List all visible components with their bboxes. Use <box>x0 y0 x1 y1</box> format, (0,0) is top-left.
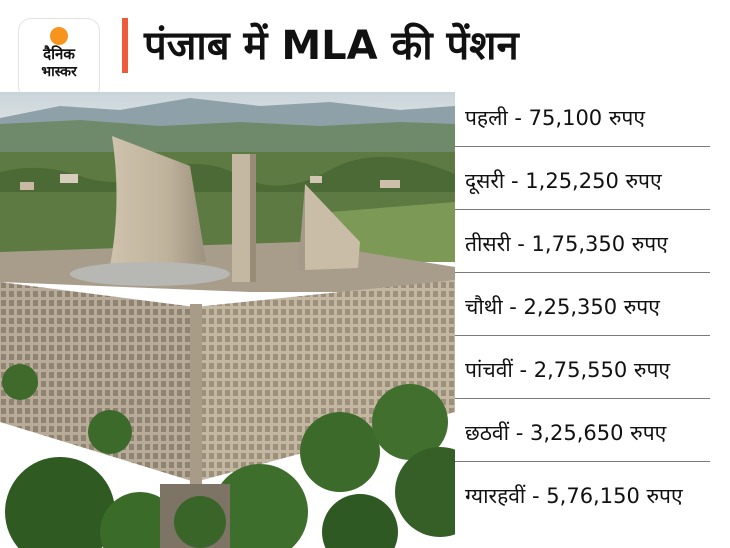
list-item: पहली - 75,100 रुपए <box>455 92 717 155</box>
logo-line-2: भास्कर <box>41 64 77 80</box>
divider <box>455 335 710 336</box>
list-item: तीसरी - 1,75,350 रुपए <box>455 218 717 281</box>
divider <box>455 146 710 147</box>
logo-line-1: दैनिक <box>43 45 75 63</box>
pension-term-1: पहली - 75,100 रुपए <box>465 106 645 130</box>
dainik-bhaskar-logo: दैनिक भास्कर <box>19 19 99 99</box>
list-item: पांचवीं - 2,75,550 रुपए <box>455 344 717 407</box>
assembly-building-photo <box>0 92 455 548</box>
list-item: छठवीं - 3,25,650 रुपए <box>455 407 717 470</box>
list-item: ग्यारहवीं - 5,76,150 रुपए <box>455 470 717 533</box>
divider <box>455 461 710 462</box>
divider <box>455 209 710 210</box>
sun-icon <box>50 27 68 45</box>
pension-term-2: दूसरी - 1,25,250 रुपए <box>465 169 662 193</box>
pension-list: पहली - 75,100 रुपए दूसरी - 1,25,250 रुपए… <box>455 92 730 548</box>
header: दैनिक भास्कर पंजाब में MLA की पेंशन <box>0 0 730 99</box>
pension-term-6: छठवीं - 3,25,650 रुपए <box>465 421 667 445</box>
pension-term-11: ग्यारहवीं - 5,76,150 रुपए <box>465 484 683 508</box>
pension-term-4: चौथी - 2,25,350 रुपए <box>465 295 660 319</box>
pension-term-3: तीसरी - 1,75,350 रुपए <box>465 232 668 256</box>
divider <box>455 272 710 273</box>
title-accent-bar <box>122 18 128 73</box>
list-item: चौथी - 2,25,350 रुपए <box>455 281 717 344</box>
list-item: दूसरी - 1,25,250 रुपए <box>455 155 717 218</box>
pension-term-5: पांचवीं - 2,75,550 रुपए <box>465 358 671 382</box>
page-title: पंजाब में MLA की पेंशन <box>144 23 519 69</box>
divider <box>455 398 710 399</box>
